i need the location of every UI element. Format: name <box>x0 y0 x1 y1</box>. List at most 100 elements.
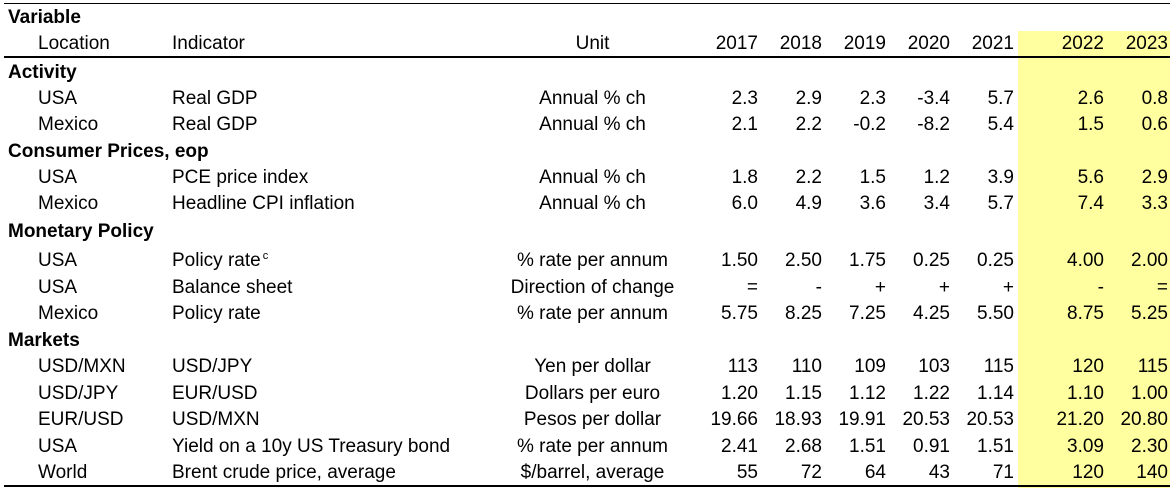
value-cell-2020: -3.4 <box>917 88 950 109</box>
value-cell-2017: 1.50 <box>721 250 758 271</box>
indicator-cell: Balance sheet <box>172 277 293 298</box>
location-cell: USA <box>38 88 78 109</box>
value-cell-2022: - <box>1097 277 1104 298</box>
location-cell: USA <box>38 277 78 298</box>
value-cell-2019: 1.51 <box>849 436 886 457</box>
top-rule <box>4 3 1170 4</box>
value-cell-2023: 2.00 <box>1131 250 1168 271</box>
value-cell-2023: 2.30 <box>1131 436 1168 457</box>
value-cell-2018: 18.93 <box>774 409 822 430</box>
value-cell-2018: 2.9 <box>795 88 822 109</box>
value-cell-2022: 1.10 <box>1067 383 1104 404</box>
location-cell: Mexico <box>38 193 99 214</box>
footnote-marker: c <box>262 250 269 262</box>
value-cell-2020: 20.53 <box>902 409 950 430</box>
section-title: Activity <box>8 62 77 83</box>
location-cell: USA <box>38 436 78 457</box>
unit-cell: Pesos per dollar <box>523 409 662 430</box>
indicator-cell: PCE price index <box>172 167 309 188</box>
year-header-2020: 2020 <box>907 33 950 54</box>
value-cell-2023: = <box>1156 277 1168 298</box>
unit-header: Unit <box>575 33 610 54</box>
value-cell-2022: 3.09 <box>1067 436 1104 457</box>
value-cell-2021: 20.53 <box>966 409 1014 430</box>
value-cell-2018: 1.15 <box>785 383 822 404</box>
value-cell-2020: -8.2 <box>917 114 950 135</box>
value-cell-2017: 113 <box>727 356 758 377</box>
value-cell-2023: 5.25 <box>1131 303 1168 324</box>
table-row: EUR/USD USD/MXN Pesos per dollar 19.66 1… <box>0 407 1170 433</box>
value-cell-2019: 7.25 <box>849 303 886 324</box>
value-cell-2018: 4.9 <box>795 193 822 214</box>
year-header-2023: 2023 <box>1125 33 1168 54</box>
indicator-cell: Policy rate <box>172 303 261 324</box>
value-cell-2020: 0.91 <box>913 436 950 457</box>
value-cell-2022: 2.6 <box>1077 88 1104 109</box>
indicator-cell: Real GDP <box>172 114 258 135</box>
value-cell-2018: 110 <box>791 356 822 377</box>
section-heading: Activity <box>0 60 1170 86</box>
value-cell-2019: 64 <box>864 462 886 483</box>
value-cell-2018: 2.2 <box>795 167 822 188</box>
header-columns-row: Location Indicator Unit 2017 2018 2019 2… <box>0 31 1170 57</box>
table-row: USA Real GDP Annual % ch 2.3 2.9 2.3 -3.… <box>0 86 1170 112</box>
table-row: Mexico Headline CPI inflation Annual % c… <box>0 191 1170 217</box>
value-cell-2021: 5.4 <box>987 114 1014 135</box>
forecast-columns-highlight <box>1018 31 1170 488</box>
value-cell-2020: + <box>938 277 950 298</box>
indicator-cell: Headline CPI inflation <box>172 193 355 214</box>
value-cell-2019: 109 <box>854 356 886 377</box>
header-rule <box>4 56 1170 58</box>
indicator-cell: USD/MXN <box>172 409 260 430</box>
header-variable-row: Variable <box>0 5 1170 31</box>
indicator-cell: Yield on a 10y US Treasury bond <box>172 436 451 457</box>
table-row: World Brent crude price, average $/barre… <box>0 460 1170 486</box>
value-cell-2017: 2.3 <box>731 88 758 109</box>
unit-cell: % rate per annum <box>516 436 669 457</box>
value-cell-2019: 1.12 <box>849 383 886 404</box>
value-cell-2017: 2.41 <box>721 436 758 457</box>
value-cell-2017: 1.8 <box>731 167 758 188</box>
value-cell-2020: 43 <box>928 462 950 483</box>
section-heading: Monetary Policy <box>0 219 1170 245</box>
unit-cell: Dollars per euro <box>524 383 661 404</box>
value-cell-2023: 3.3 <box>1141 193 1168 214</box>
unit-cell: Annual % ch <box>539 88 646 109</box>
location-header: Location <box>38 33 110 54</box>
table-row: USD/JPY EUR/USD Dollars per euro 1.20 1.… <box>0 381 1170 407</box>
value-cell-2021: 3.9 <box>987 167 1014 188</box>
value-cell-2017: 5.75 <box>721 303 758 324</box>
section-title: Consumer Prices, eop <box>8 141 209 162</box>
unit-cell: % rate per annum <box>516 250 669 271</box>
value-cell-2020: 1.22 <box>913 383 950 404</box>
location-cell: USA <box>38 250 78 271</box>
value-cell-2021: 5.7 <box>987 88 1014 109</box>
value-cell-2018: 8.25 <box>785 303 822 324</box>
value-cell-2019: 1.75 <box>849 250 886 271</box>
section-heading: Markets <box>0 328 1170 354</box>
indicator-cell: Brent crude price, average <box>172 462 396 483</box>
indicator-cell: EUR/USD <box>172 383 258 404</box>
value-cell-2020: 4.25 <box>913 303 950 324</box>
value-cell-2020: 3.4 <box>923 193 950 214</box>
value-cell-2022: 7.4 <box>1077 193 1104 214</box>
value-cell-2023: 0.8 <box>1141 88 1168 109</box>
value-cell-2022: 21.20 <box>1056 409 1104 430</box>
variable-header: Variable <box>8 7 81 28</box>
value-cell-2017: 2.1 <box>731 114 758 135</box>
value-cell-2022: 5.6 <box>1077 167 1104 188</box>
year-header-2018: 2018 <box>779 33 822 54</box>
value-cell-2020: 1.2 <box>923 167 950 188</box>
value-cell-2023: 115 <box>1137 356 1168 377</box>
location-cell: Mexico <box>38 303 99 324</box>
value-cell-2017: 19.66 <box>710 409 758 430</box>
value-cell-2020: 0.25 <box>913 250 950 271</box>
unit-cell: Direction of change <box>510 277 675 298</box>
value-cell-2022: 1.5 <box>1077 114 1104 135</box>
indicator-header: Indicator <box>172 33 245 54</box>
value-cell-2019: 2.3 <box>859 88 886 109</box>
unit-cell: Yen per dollar <box>534 356 651 377</box>
value-cell-2018: - <box>815 277 822 298</box>
value-cell-2019: + <box>874 277 886 298</box>
